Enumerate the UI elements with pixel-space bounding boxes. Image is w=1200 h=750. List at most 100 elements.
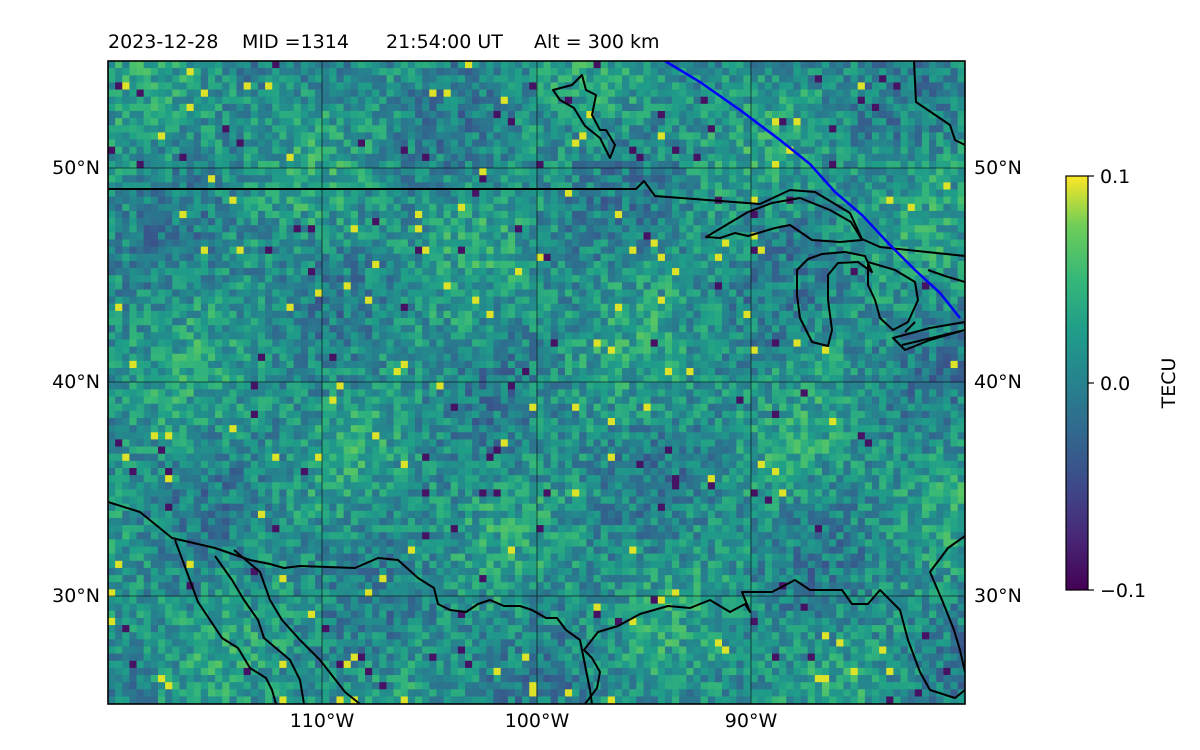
heatmap-cell [886, 246, 894, 255]
heatmap-cell [215, 318, 223, 326]
heatmap-cell [757, 225, 766, 233]
heatmap-cell [964, 175, 965, 183]
heatmap-cell [472, 118, 480, 126]
heatmap-cell [336, 268, 345, 276]
heatmap-cell [122, 82, 131, 91]
heatmap-cell [229, 260, 238, 269]
heatmap-cell [307, 325, 316, 333]
heatmap-cell [757, 96, 766, 105]
heatmap-cell [929, 203, 937, 212]
heatmap-cell [243, 260, 252, 269]
heatmap-cell [600, 332, 609, 341]
heatmap-cell [357, 218, 366, 226]
heatmap-cell [686, 189, 695, 198]
heatmap-cell [529, 103, 537, 112]
heatmap-cell [636, 296, 645, 305]
heatmap-cell [843, 82, 852, 91]
heatmap-cell [257, 203, 266, 212]
heatmap-cell [436, 339, 445, 348]
heatmap-cell [186, 196, 195, 205]
heatmap-cell [522, 318, 530, 326]
heatmap-cell [907, 210, 916, 219]
heatmap-cell [757, 275, 766, 283]
heatmap-cell [457, 332, 466, 341]
heatmap-cell [279, 118, 288, 126]
heatmap-cell [307, 268, 316, 276]
heatmap-cell [600, 68, 609, 76]
heatmap-cell [429, 318, 438, 326]
heatmap-cell [150, 175, 159, 183]
heatmap-cell [793, 96, 802, 105]
heatmap-cell [243, 296, 252, 305]
heatmap-cell [907, 182, 916, 191]
heatmap-cell [436, 139, 445, 148]
heatmap-cell [514, 239, 523, 248]
heatmap-cell [272, 303, 280, 312]
heatmap-cell [507, 203, 516, 212]
heatmap-cell [500, 232, 509, 241]
heatmap-cell [115, 260, 123, 269]
heatmap-cell [422, 239, 430, 248]
heatmap-cell [436, 196, 445, 205]
heatmap-cell [921, 332, 930, 341]
heatmap-cell [614, 61, 623, 69]
heatmap-cell [286, 125, 295, 133]
heatmap-cell [722, 61, 730, 69]
heatmap-cell [136, 346, 145, 355]
heatmap-cell [265, 239, 273, 248]
heatmap-cell [629, 253, 637, 262]
heatmap-cell [722, 203, 730, 212]
heatmap-cell [686, 153, 695, 162]
heatmap-cell [207, 268, 216, 276]
heatmap-cell [657, 196, 666, 205]
heatmap-cell [814, 139, 823, 148]
heatmap-cell [229, 203, 238, 212]
heatmap-cell [529, 239, 537, 248]
heatmap-cell [222, 82, 230, 91]
heatmap-cell [629, 96, 637, 105]
heatmap-cell [629, 168, 637, 176]
heatmap-cell [493, 303, 502, 312]
heatmap-cell [215, 296, 223, 305]
heatmap-cell [386, 89, 395, 98]
heatmap-cell [543, 303, 552, 312]
heatmap-cell [843, 146, 852, 155]
heatmap-cell [650, 175, 659, 183]
heatmap-cell [429, 175, 438, 183]
heatmap-cell [664, 146, 673, 155]
heatmap-cell [336, 103, 345, 112]
heatmap-cell [650, 168, 659, 176]
heatmap-cell [900, 160, 909, 169]
heatmap-cell [229, 168, 238, 176]
heatmap-cell [614, 132, 623, 141]
heatmap-cell [750, 260, 759, 269]
heatmap-cell [257, 210, 266, 219]
heatmap-cell [700, 296, 709, 305]
heatmap-cell [507, 232, 516, 241]
heatmap-cell [507, 346, 516, 355]
heatmap-cell [622, 282, 630, 291]
heatmap-cell [514, 232, 523, 241]
heatmap-cell [536, 232, 545, 241]
heatmap-cell [379, 282, 388, 291]
heatmap-cell [300, 239, 309, 248]
heatmap-cell [215, 68, 223, 76]
heatmap-cell [943, 196, 952, 205]
heatmap-cell [564, 325, 573, 333]
heatmap-cell [593, 289, 602, 298]
heatmap-cell [265, 318, 273, 326]
heatmap-cell [229, 246, 238, 255]
heatmap-cell [422, 182, 430, 191]
heatmap-cell [907, 218, 916, 226]
heatmap-cell [336, 232, 345, 241]
heatmap-cell [921, 132, 930, 141]
heatmap-cell [693, 239, 702, 248]
heatmap-cell [736, 139, 745, 148]
heatmap-cell [350, 289, 359, 298]
heatmap-cell [643, 232, 652, 241]
heatmap-cell [279, 132, 288, 141]
heatmap-cell [864, 239, 873, 248]
heatmap-cell [614, 268, 623, 276]
heatmap-cell [500, 260, 509, 269]
heatmap-cell [293, 182, 302, 191]
